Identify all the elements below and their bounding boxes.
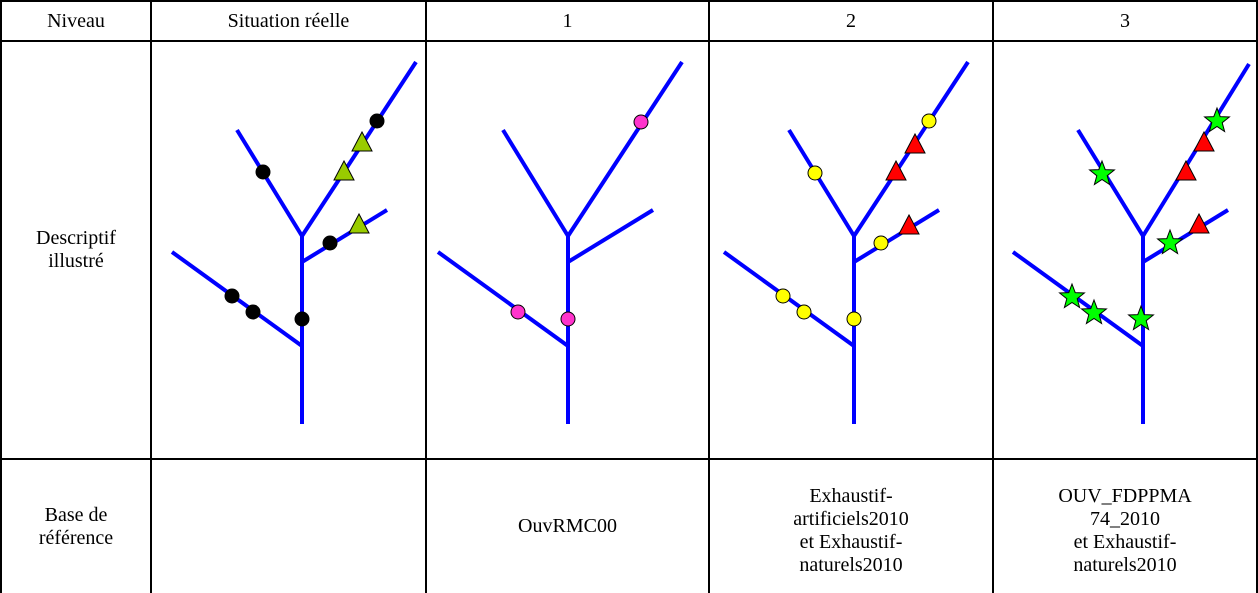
- col-border-0: [0, 0, 2, 593]
- yellow-marker: [807, 165, 823, 181]
- header-level-1: 1: [562, 9, 573, 32]
- magenta-marker: [560, 311, 576, 327]
- base-level-1: OuvRMC00: [518, 515, 617, 537]
- base-situation-reelle: [152, 460, 425, 593]
- red-triangle-marker: [1175, 159, 1197, 181]
- olive-triangles: [333, 130, 373, 234]
- black-markers: [224, 113, 385, 327]
- tree-situation-reelle: [170, 60, 418, 424]
- red-triangle-marker: [885, 159, 907, 181]
- descriptif-row-border: [0, 458, 1258, 460]
- col-border-1: [150, 0, 152, 593]
- tree-level-2: [722, 60, 970, 424]
- red-triangles: [885, 132, 926, 235]
- red-triangle-marker: [1193, 130, 1215, 152]
- row-label-descriptif: Descriptif illustré: [36, 227, 116, 272]
- tree-level-1: [436, 60, 684, 424]
- magenta-marker: [510, 304, 526, 320]
- red-triangles: [1175, 130, 1215, 234]
- col-border-4: [992, 0, 994, 593]
- red-triangle-marker: [1188, 212, 1210, 234]
- magenta-markers: [510, 114, 649, 327]
- black-marker: [255, 164, 271, 180]
- header-level-2: 2: [846, 9, 856, 32]
- black-marker: [369, 113, 385, 129]
- green-star-marker: [1127, 304, 1155, 331]
- header-row-border: [0, 40, 1258, 42]
- yellow-marker: [796, 304, 812, 320]
- yellow-marker: [873, 235, 889, 251]
- yellow-marker: [775, 288, 791, 304]
- tree-level-3: [1011, 62, 1251, 424]
- red-triangle-marker: [898, 213, 920, 235]
- black-marker: [294, 311, 310, 327]
- col-border-3: [708, 0, 710, 593]
- table-top-border: [0, 0, 1258, 2]
- black-marker: [224, 288, 240, 304]
- olive-triangle-marker: [333, 159, 355, 181]
- red-triangle-marker: [904, 132, 926, 154]
- col-border-2: [425, 0, 427, 593]
- col-border-5: [1256, 0, 1258, 593]
- row-label-base-reference: Base de référence: [38, 503, 114, 549]
- green-star-marker: [1058, 282, 1086, 309]
- green-star-marker: [1088, 159, 1116, 186]
- olive-triangle-marker: [348, 212, 370, 234]
- river-network: [436, 60, 684, 424]
- black-marker: [322, 235, 338, 251]
- green-stars: [1058, 106, 1231, 331]
- yellow-marker: [846, 311, 862, 327]
- base-level-3: OUV_FDPPMA 74_2010 et Exhaustif- naturel…: [1058, 484, 1192, 576]
- base-level-2: Exhaustif- artificiels2010 et Exhaustif-…: [793, 484, 909, 576]
- olive-triangle-marker: [351, 130, 373, 152]
- green-star-marker: [1156, 228, 1184, 255]
- yellow-marker: [921, 113, 937, 129]
- magenta-marker: [633, 114, 649, 130]
- header-niveau: Niveau: [47, 9, 105, 32]
- header-level-3: 3: [1120, 9, 1130, 32]
- green-star-marker: [1080, 298, 1108, 325]
- green-star-marker: [1203, 106, 1231, 133]
- black-marker: [245, 304, 261, 320]
- header-situation-reelle: Situation réelle: [227, 9, 350, 32]
- yellow-markers: [775, 113, 937, 327]
